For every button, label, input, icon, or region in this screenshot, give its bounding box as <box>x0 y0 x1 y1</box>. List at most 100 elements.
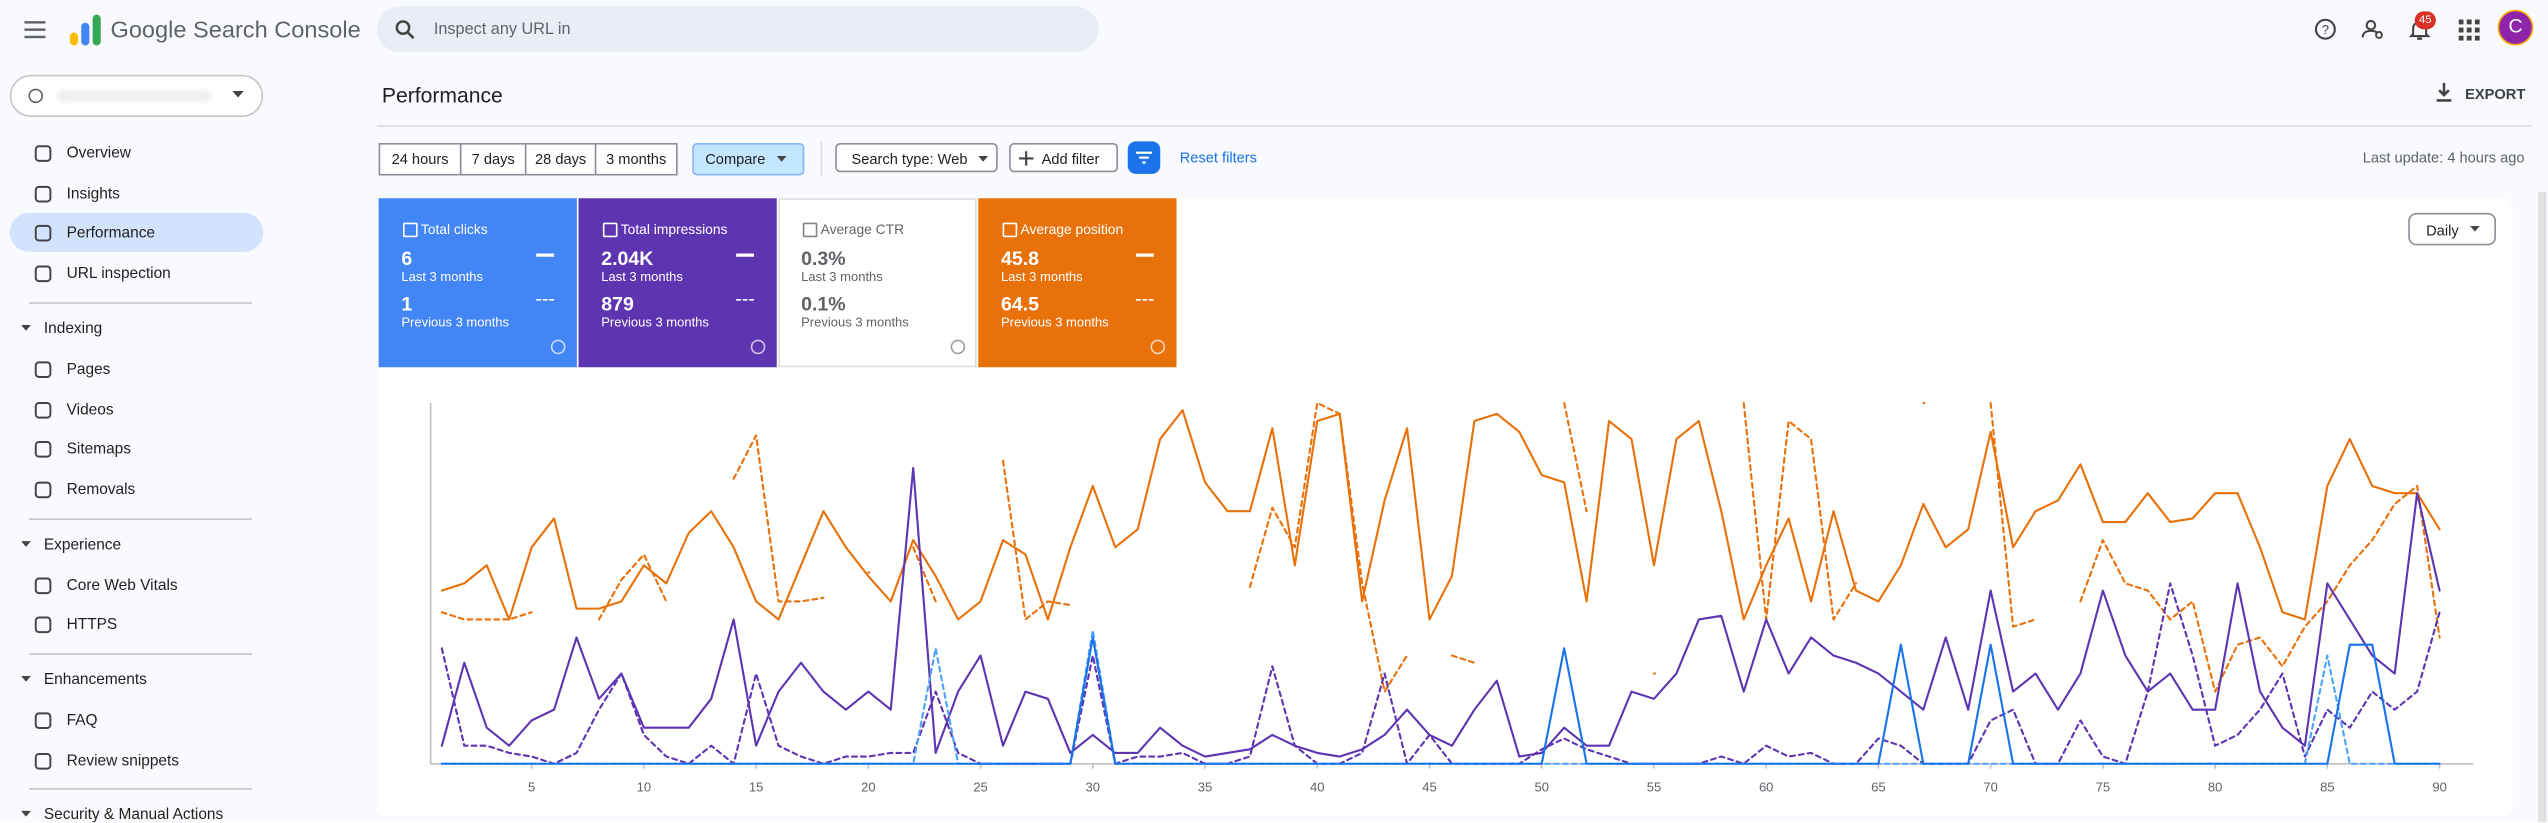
property-icon <box>28 88 44 104</box>
search-type-label: Search type: Web <box>851 151 968 168</box>
metric-previous: 64.5 <box>1001 292 1039 316</box>
icon-shape <box>34 401 52 418</box>
export-icon[interactable] <box>2436 82 2452 103</box>
date-range-button[interactable]: 3 months <box>594 143 678 176</box>
date-range-button[interactable]: 28 days <box>524 143 597 176</box>
x-tick-label: 65 <box>1871 779 1885 794</box>
section-caret <box>21 324 31 331</box>
dropdown-arrow <box>978 156 988 162</box>
help-icon[interactable]: ? <box>2314 18 2337 41</box>
dashed-line-key <box>736 299 754 301</box>
date-range-button[interactable]: 7 days <box>459 143 527 176</box>
nav-icon <box>34 576 52 594</box>
nav-item[interactable]: Videos <box>66 400 114 419</box>
nav-item[interactable]: Removals <box>66 480 136 499</box>
section-caret <box>21 811 31 818</box>
solid-line-key <box>736 253 754 256</box>
nav-item[interactable]: Overview <box>66 144 131 163</box>
metric-card[interactable] <box>778 198 977 368</box>
page-title: Performance <box>381 82 503 108</box>
section-title[interactable]: Experience <box>43 535 122 554</box>
metric-previous-period: Previous 3 months <box>401 315 510 330</box>
series-line <box>440 401 2441 693</box>
series-line <box>440 466 2441 758</box>
sidebar-divider <box>29 301 252 304</box>
export-button[interactable]: EXPORT <box>2465 86 2526 103</box>
nav-icon <box>34 401 52 418</box>
nav-item[interactable]: Review snippets <box>66 751 180 770</box>
dropdown-arrow <box>776 156 787 162</box>
nav-item[interactable]: Sitemaps <box>66 440 131 459</box>
icon-shape <box>34 361 52 378</box>
nav-item[interactable]: Pages <box>66 360 111 379</box>
nav-item[interactable]: Insights <box>66 184 120 203</box>
icon-shape <box>34 481 52 499</box>
notification-badge: 45 <box>2414 11 2436 30</box>
metric-help[interactable] <box>950 339 966 355</box>
solid-line-key <box>1135 253 1154 256</box>
nav-icon <box>34 185 52 202</box>
icon-shape <box>34 712 52 729</box>
search-placeholder: Inspect any URL in <box>433 21 571 39</box>
menu-icon[interactable] <box>24 20 47 40</box>
logo[interactable] <box>68 13 104 49</box>
search-type-button[interactable]: Search type: Web <box>835 143 998 173</box>
metric-current: 2.04K <box>601 247 654 270</box>
metric-card[interactable] <box>378 198 577 368</box>
metric-current: 6 <box>401 247 413 270</box>
caret-shape <box>21 540 31 547</box>
metric-previous-period: Previous 3 months <box>601 315 709 330</box>
granularity-dropdown[interactable]: Daily <box>2408 212 2496 246</box>
nav-item[interactable]: FAQ <box>66 711 98 730</box>
users-icon[interactable] <box>2361 18 2384 41</box>
metric-checkbox[interactable] <box>602 222 618 238</box>
metric-checkbox[interactable] <box>403 222 418 238</box>
dropdown-arrow <box>2470 225 2480 232</box>
plus-icon <box>1018 151 1034 166</box>
icon-shape <box>34 617 52 634</box>
series-line <box>440 636 2441 765</box>
metric-checkbox[interactable] <box>802 222 818 238</box>
date-range-button[interactable]: 24 hours <box>378 143 462 176</box>
metric-previous: 879 <box>601 292 634 316</box>
metric-checkbox[interactable] <box>1002 222 1018 238</box>
nav-icon <box>34 441 52 458</box>
scrollbar <box>2538 191 2547 823</box>
x-tick-label: 40 <box>1310 779 1324 794</box>
x-tick-label: 20 <box>861 779 875 794</box>
nav-item[interactable]: URL inspection <box>66 265 171 283</box>
metric-help[interactable] <box>1150 339 1166 355</box>
apps-icon[interactable] <box>2458 19 2480 41</box>
x-tick-label: 70 <box>1983 779 1997 794</box>
metric-current-period: Last 3 months <box>801 269 883 285</box>
section-title[interactable]: Indexing <box>43 319 103 338</box>
icon-shape <box>34 265 52 283</box>
reset-filters-link[interactable]: Reset filters <box>1179 149 1257 166</box>
metric-help[interactable] <box>550 339 566 355</box>
metric-help[interactable] <box>750 339 766 355</box>
avatar[interactable]: C <box>2497 9 2534 46</box>
metric-current-period: Last 3 months <box>401 269 484 285</box>
property-selector[interactable] <box>9 74 264 117</box>
nav-item[interactable]: Core Web Vitals <box>66 576 178 595</box>
section-title[interactable]: Security & Manual Actions <box>43 806 224 823</box>
nav-item[interactable]: HTTPS <box>66 616 118 635</box>
metric-card[interactable] <box>578 198 777 368</box>
x-tick-label: 80 <box>2208 779 2222 794</box>
section-title[interactable]: Enhancements <box>43 671 147 689</box>
icon-shape <box>34 441 52 458</box>
nav-icon <box>34 361 52 378</box>
search-box[interactable] <box>377 6 1099 52</box>
nav-item[interactable]: Performance <box>66 224 156 243</box>
x-tick-label: 10 <box>637 779 651 794</box>
x-tick-label: 35 <box>1198 779 1212 794</box>
nav-icon <box>34 712 52 729</box>
divider <box>820 141 823 176</box>
x-tick-label: 30 <box>1086 779 1100 794</box>
compare-button[interactable]: Compare <box>692 143 805 176</box>
nav-icon <box>34 225 52 243</box>
metric-card[interactable] <box>978 198 1177 368</box>
series-line <box>440 629 2441 765</box>
filter-icon <box>1135 151 1153 164</box>
